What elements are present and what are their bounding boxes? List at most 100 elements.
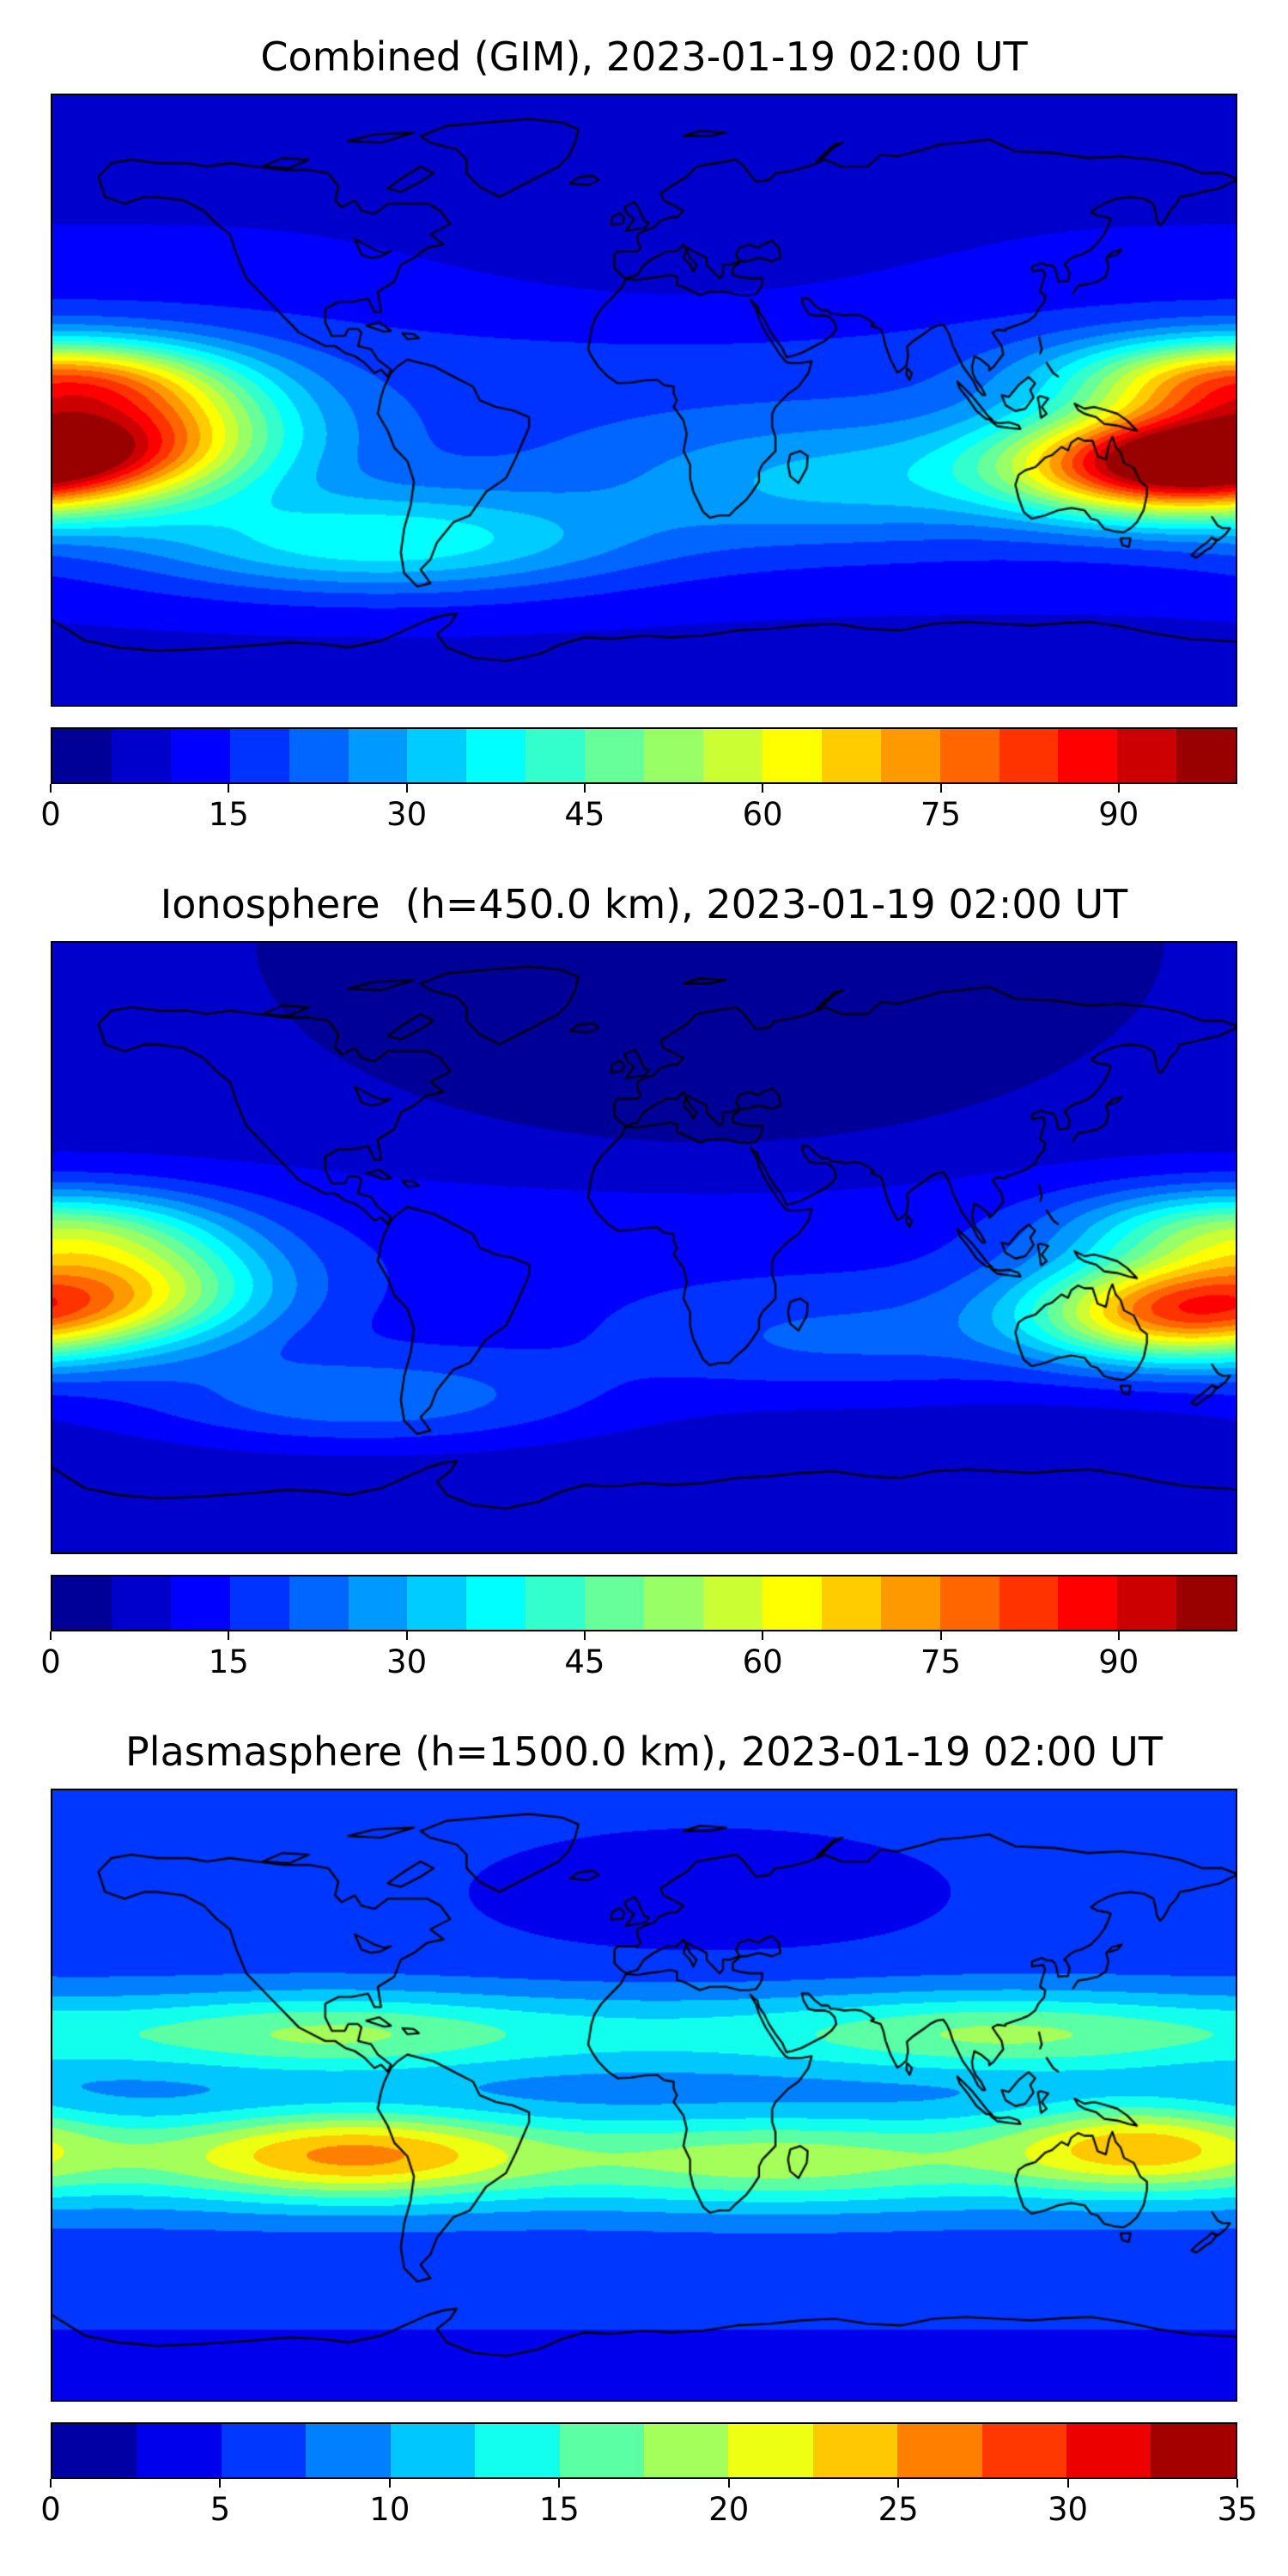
colorbar-segment: [111, 1576, 171, 1630]
colorbar-segment: [1176, 1576, 1236, 1630]
colorbar-tick-mark: [219, 2478, 222, 2488]
colorbar-ticks-plasmasphere: 0 5 10 15 20 25 30 35: [40, 2478, 1258, 2534]
colorbar-tick-label: 30: [386, 795, 428, 833]
colorbar-tick-label: 35: [1217, 2490, 1258, 2528]
colorbar-ionosphere: [51, 1574, 1237, 1631]
map-canvas-ionosphere: [52, 942, 1236, 1552]
colorbar-segment: [762, 728, 822, 782]
colorbar-tick-mark: [583, 783, 586, 793]
panel-ionosphere: Ionosphere (h=450.0 km), 2023-01-19 02:0…: [40, 881, 1237, 1686]
colorbar-tick-label: 60: [742, 1643, 783, 1680]
panel-title-plasmasphere: Plasmasphere (h=1500.0 km), 2023-01-19 0…: [125, 1728, 1163, 1775]
colorbar-tick-mark: [897, 2478, 900, 2488]
colorbar-tick-mark: [1236, 2478, 1238, 2488]
colorbar-tick-mark: [228, 1631, 230, 1640]
colorbar-tick-mark: [558, 2478, 561, 2488]
colorbar-tick-label: 20: [708, 2490, 750, 2528]
colorbar-tick-label: 0: [40, 1643, 61, 1680]
colorbar-segment: [229, 728, 289, 782]
map-frame-ionosphere: [51, 940, 1237, 1554]
colorbar-segment: [1117, 1576, 1177, 1630]
colorbar-segment: [559, 2423, 644, 2477]
colorbar-segment: [981, 2423, 1067, 2477]
colorbar-segment: [229, 1576, 289, 1630]
colorbar-segment: [170, 1576, 230, 1630]
colorbar-segment: [475, 2423, 560, 2477]
colorbar-segment: [999, 728, 1059, 782]
colorbar-segment: [812, 2423, 898, 2477]
colorbar-tick-mark: [1117, 783, 1120, 793]
colorbar-wrap-plasmasphere: 0 5 10 15 20 25 30 35: [40, 2421, 1258, 2534]
colorbar-segment: [939, 728, 999, 782]
colorbar-tick-mark: [583, 1631, 586, 1640]
colorbar-segment: [390, 2423, 476, 2477]
map-frame-plasmasphere: [51, 1788, 1237, 2402]
colorbar-segment: [289, 1576, 349, 1630]
colorbar-segment: [1176, 728, 1236, 782]
colorbar-segment: [221, 2423, 307, 2477]
colorbar-plasmasphere: [51, 2421, 1237, 2479]
colorbar-segment: [880, 1576, 940, 1630]
colorbar-segment: [1151, 2423, 1236, 2477]
colorbar-segment: [1058, 728, 1118, 782]
colorbar-segment: [880, 728, 940, 782]
colorbar-segment: [137, 2423, 222, 2477]
colorbar-segment: [585, 728, 645, 782]
colorbar-segment: [1117, 728, 1177, 782]
colorbar-tick-label: 45: [564, 1643, 605, 1680]
colorbar-segment: [407, 1576, 467, 1630]
map-frame-combined: [51, 93, 1237, 707]
colorbar-segment: [52, 728, 112, 782]
colorbar-tick-label: 15: [208, 795, 249, 833]
colorbar-segment: [52, 2423, 137, 2477]
colorbar-tick-mark: [228, 783, 230, 793]
colorbar-tick-label: 10: [369, 2490, 410, 2528]
colorbar-segment: [897, 2423, 982, 2477]
panel-title-combined: Combined (GIM), 2023-01-19 02:00 UT: [260, 33, 1028, 80]
map-canvas-plasmasphere: [52, 1789, 1236, 2400]
colorbar-segment: [306, 2423, 391, 2477]
colorbar-tick-mark: [762, 1631, 764, 1640]
colorbar-tick-mark: [762, 783, 764, 793]
panel-combined: Combined (GIM), 2023-01-19 02:00 UT 0 15 3…: [40, 33, 1237, 839]
colorbar-tick-mark: [1066, 2478, 1069, 2488]
colorbar-ticks-ionosphere: 0 15 30 45 60 75 90: [40, 1631, 1237, 1686]
colorbar-tick-label: 75: [920, 795, 962, 833]
colorbar-segment: [466, 728, 526, 782]
colorbar-segment: [585, 1576, 645, 1630]
colorbar-tick-label: 30: [386, 1643, 428, 1680]
colorbar-tick-mark: [50, 1631, 52, 1640]
panel-plasmasphere: Plasmasphere (h=1500.0 km), 2023-01-19 0…: [40, 1728, 1258, 2534]
colorbar-segment: [348, 728, 408, 782]
colorbar-segment: [644, 1576, 703, 1630]
map-canvas-combined: [52, 94, 1236, 705]
colorbar-tick-label: 30: [1048, 2490, 1089, 2528]
colorbar-tick-label: 45: [564, 795, 605, 833]
colorbar-tick-mark: [50, 2478, 52, 2488]
colorbar-wrap-combined: 0 15 30 45 60 75 90: [40, 726, 1237, 839]
colorbar-segment: [289, 728, 349, 782]
colorbar-segment: [821, 728, 881, 782]
colorbar-tick-label: 0: [40, 795, 61, 833]
colorbar-segment: [702, 1576, 762, 1630]
colorbar-tick-mark: [405, 1631, 408, 1640]
colorbar-segment: [111, 728, 171, 782]
colorbar-tick-mark: [939, 783, 942, 793]
colorbar-tick-label: 90: [1098, 795, 1139, 833]
colorbar-segment: [702, 728, 762, 782]
colorbar-segment: [170, 728, 230, 782]
colorbar-segment: [1058, 1576, 1118, 1630]
colorbar-segment: [526, 728, 586, 782]
colorbar-segment: [407, 728, 467, 782]
colorbar-segment: [939, 1576, 999, 1630]
colorbar-wrap-ionosphere: 0 15 30 45 60 75 90: [40, 1574, 1237, 1686]
colorbar-tick-mark: [727, 2478, 730, 2488]
colorbar-tick-label: 0: [40, 2490, 61, 2528]
colorbar-segment: [526, 1576, 586, 1630]
colorbar-combined: [51, 726, 1237, 784]
colorbar-tick-mark: [388, 2478, 391, 2488]
colorbar-tick-label: 75: [920, 1643, 962, 1680]
colorbar-tick-mark: [1117, 1631, 1120, 1640]
colorbar-segment: [821, 1576, 881, 1630]
